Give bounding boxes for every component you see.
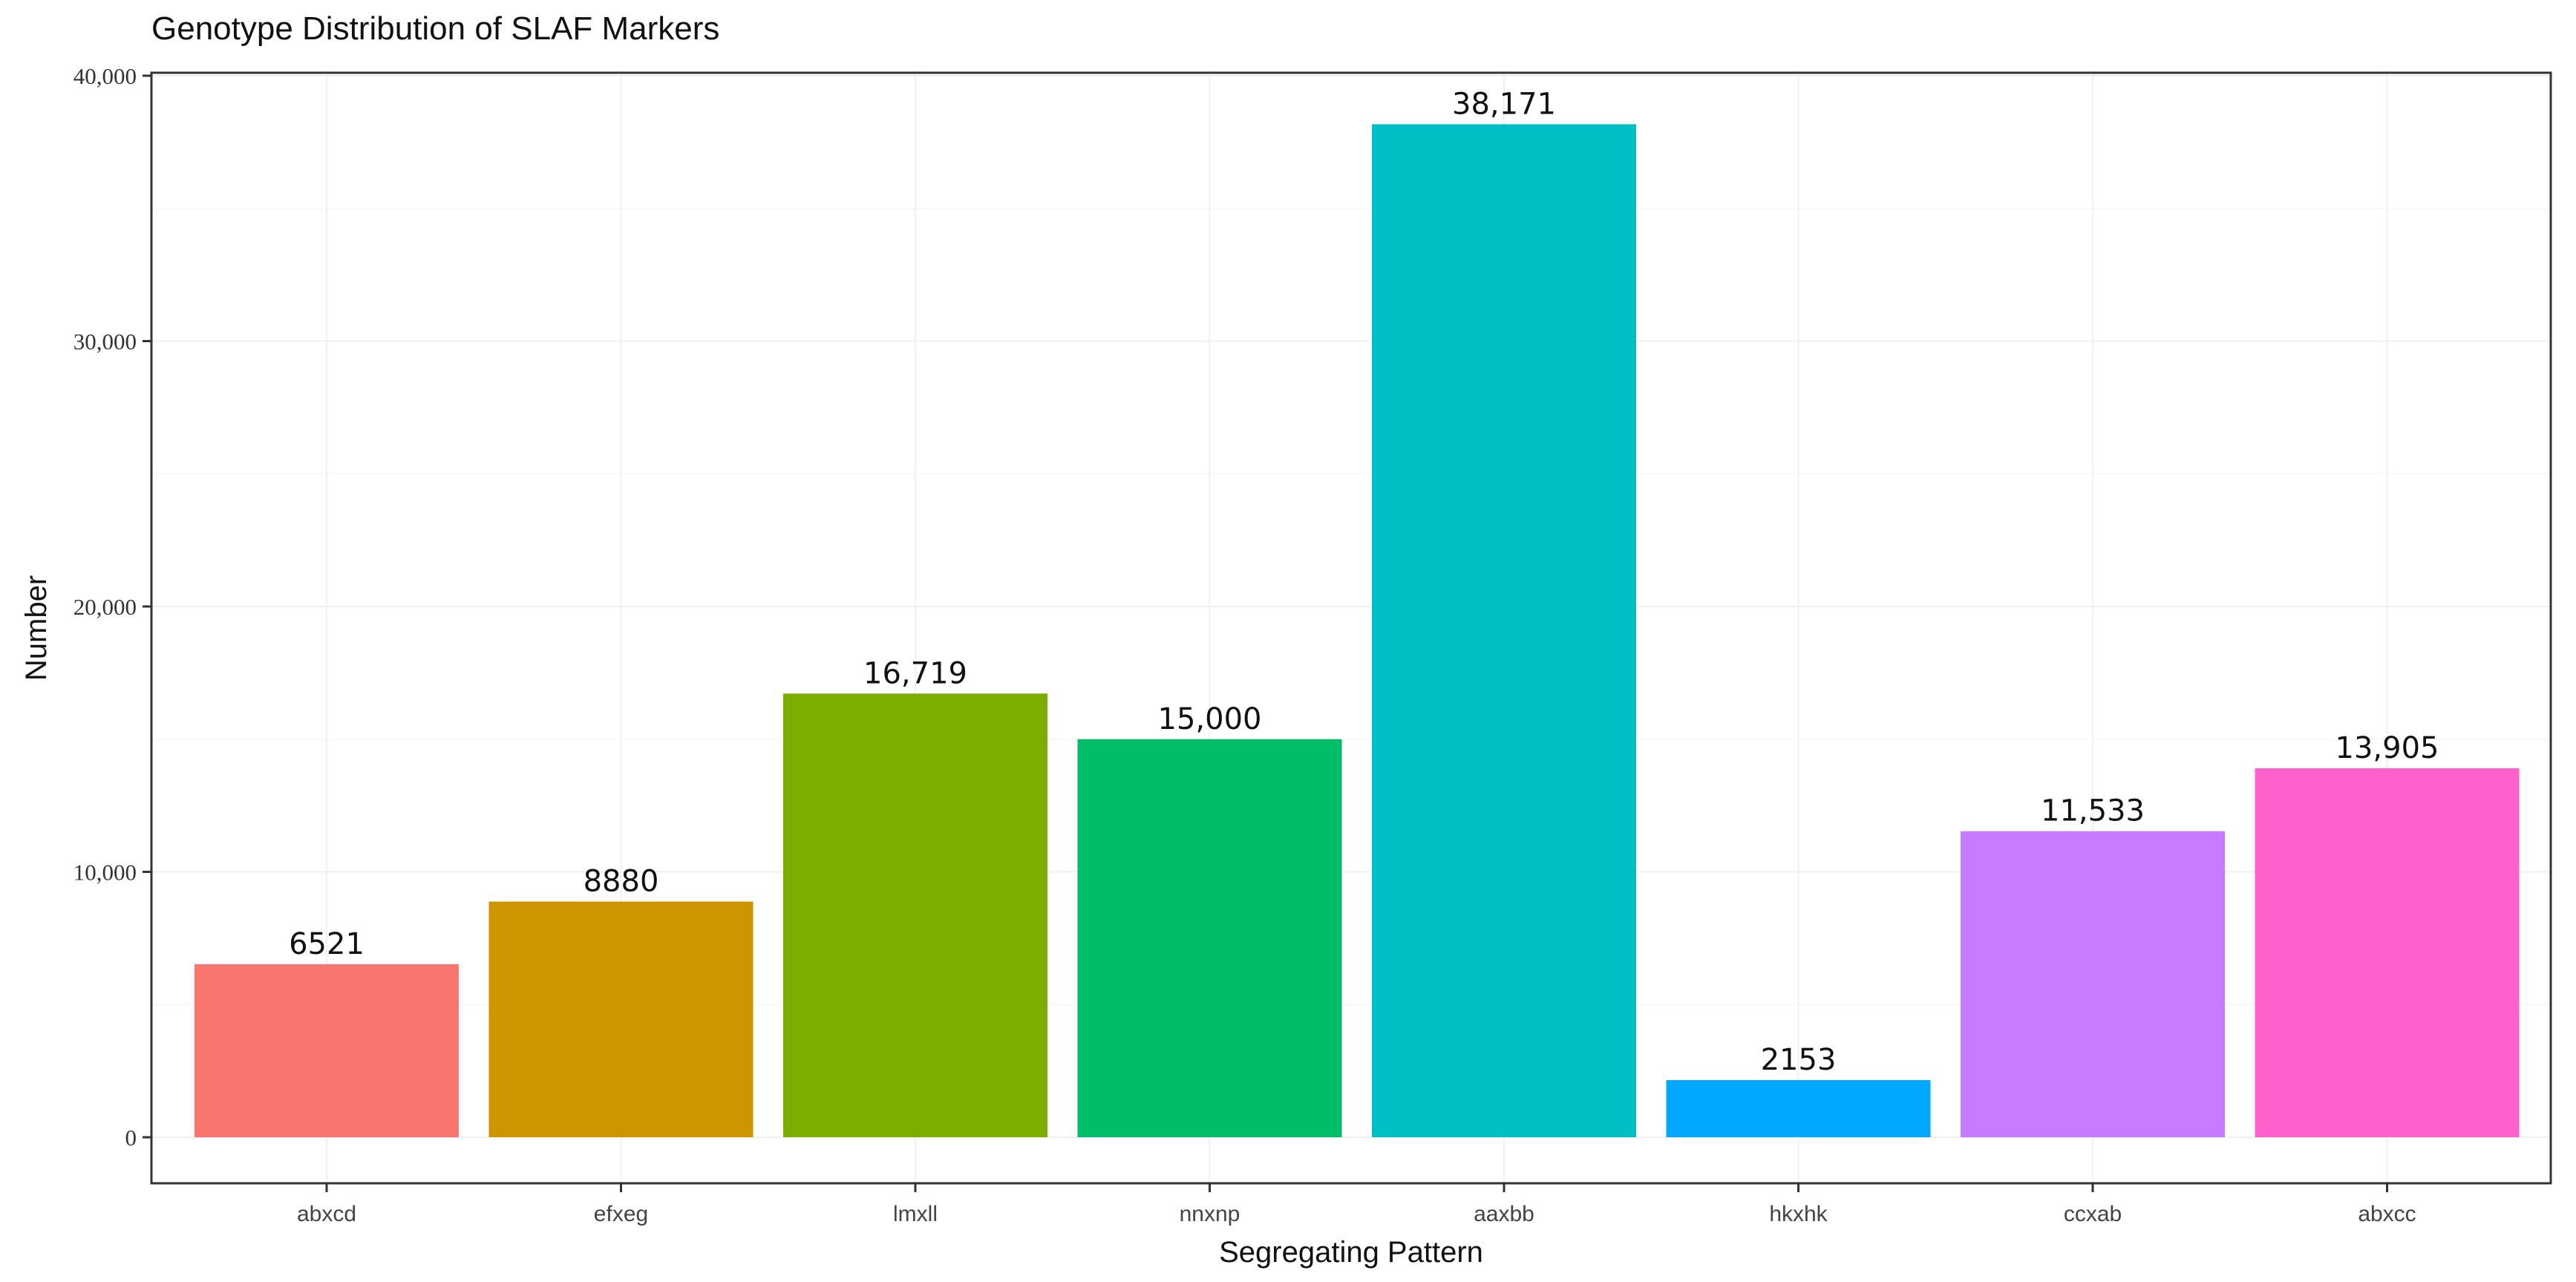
data-label-abxcd: 6521 — [289, 927, 365, 961]
y-tick-label: 20,000 — [73, 594, 137, 620]
bar-aaxbb — [1372, 124, 1636, 1138]
x-tick-label-efxeg: efxeg — [594, 1202, 648, 1226]
y-axis-title: Number — [20, 575, 53, 681]
x-tick-label-abxcc: abxcc — [2358, 1202, 2416, 1226]
x-tick-label-hkxhk: hkxhk — [1769, 1202, 1828, 1226]
data-label-efxeg: 8880 — [583, 865, 659, 899]
x-axis: abxcd efxeg lmxll nnxnp aaxbb hkxhk ccxab abxcc — [297, 1183, 2416, 1226]
data-label-hkxhk: 2153 — [1761, 1043, 1837, 1077]
x-tick-label-abxcd: abxcd — [297, 1202, 356, 1226]
x-tick-label-aaxbb: aaxbb — [1474, 1202, 1534, 1226]
x-tick-label-nnxnp: nnxnp — [1180, 1202, 1240, 1226]
y-tick-label: 10,000 — [73, 860, 137, 886]
chart-title: Genotype Distribution of SLAF Markers — [151, 10, 720, 47]
bar-lmxll — [783, 693, 1047, 1137]
bar-hkxhk — [1666, 1080, 1931, 1137]
y-tick-label: 30,000 — [73, 329, 137, 355]
bar-ccxab — [1961, 831, 2225, 1137]
data-label-aaxbb: 38,171 — [1452, 87, 1556, 121]
bar-abxcc — [2255, 768, 2520, 1137]
plot-border — [150, 71, 2552, 1185]
data-label-ccxab: 11,533 — [2041, 794, 2145, 828]
data-label-lmxll: 16,719 — [863, 656, 967, 690]
x-tick-label-ccxab: ccxab — [2064, 1202, 2122, 1226]
x-axis-title: Segregating Pattern — [1219, 1236, 1483, 1269]
data-label-abxcc: 13,905 — [2335, 731, 2439, 765]
x-tick-label-lmxll: lmxll — [893, 1202, 938, 1226]
y-axis: 0 10,000 20,000 30,000 40,000 — [73, 63, 151, 1151]
bar-efxeg — [488, 901, 753, 1137]
bars — [194, 124, 2520, 1138]
data-label-nnxnp: 15,000 — [1158, 702, 1262, 736]
bar-nnxnp — [1077, 739, 1342, 1137]
y-tick-label: 40,000 — [73, 63, 137, 89]
data-labels: 6521 8880 16,719 15,000 38,171 2153 11,533 13,9… — [289, 87, 2439, 1077]
y-tick-label: 0 — [125, 1125, 137, 1151]
bar-abxcd — [194, 964, 459, 1137]
